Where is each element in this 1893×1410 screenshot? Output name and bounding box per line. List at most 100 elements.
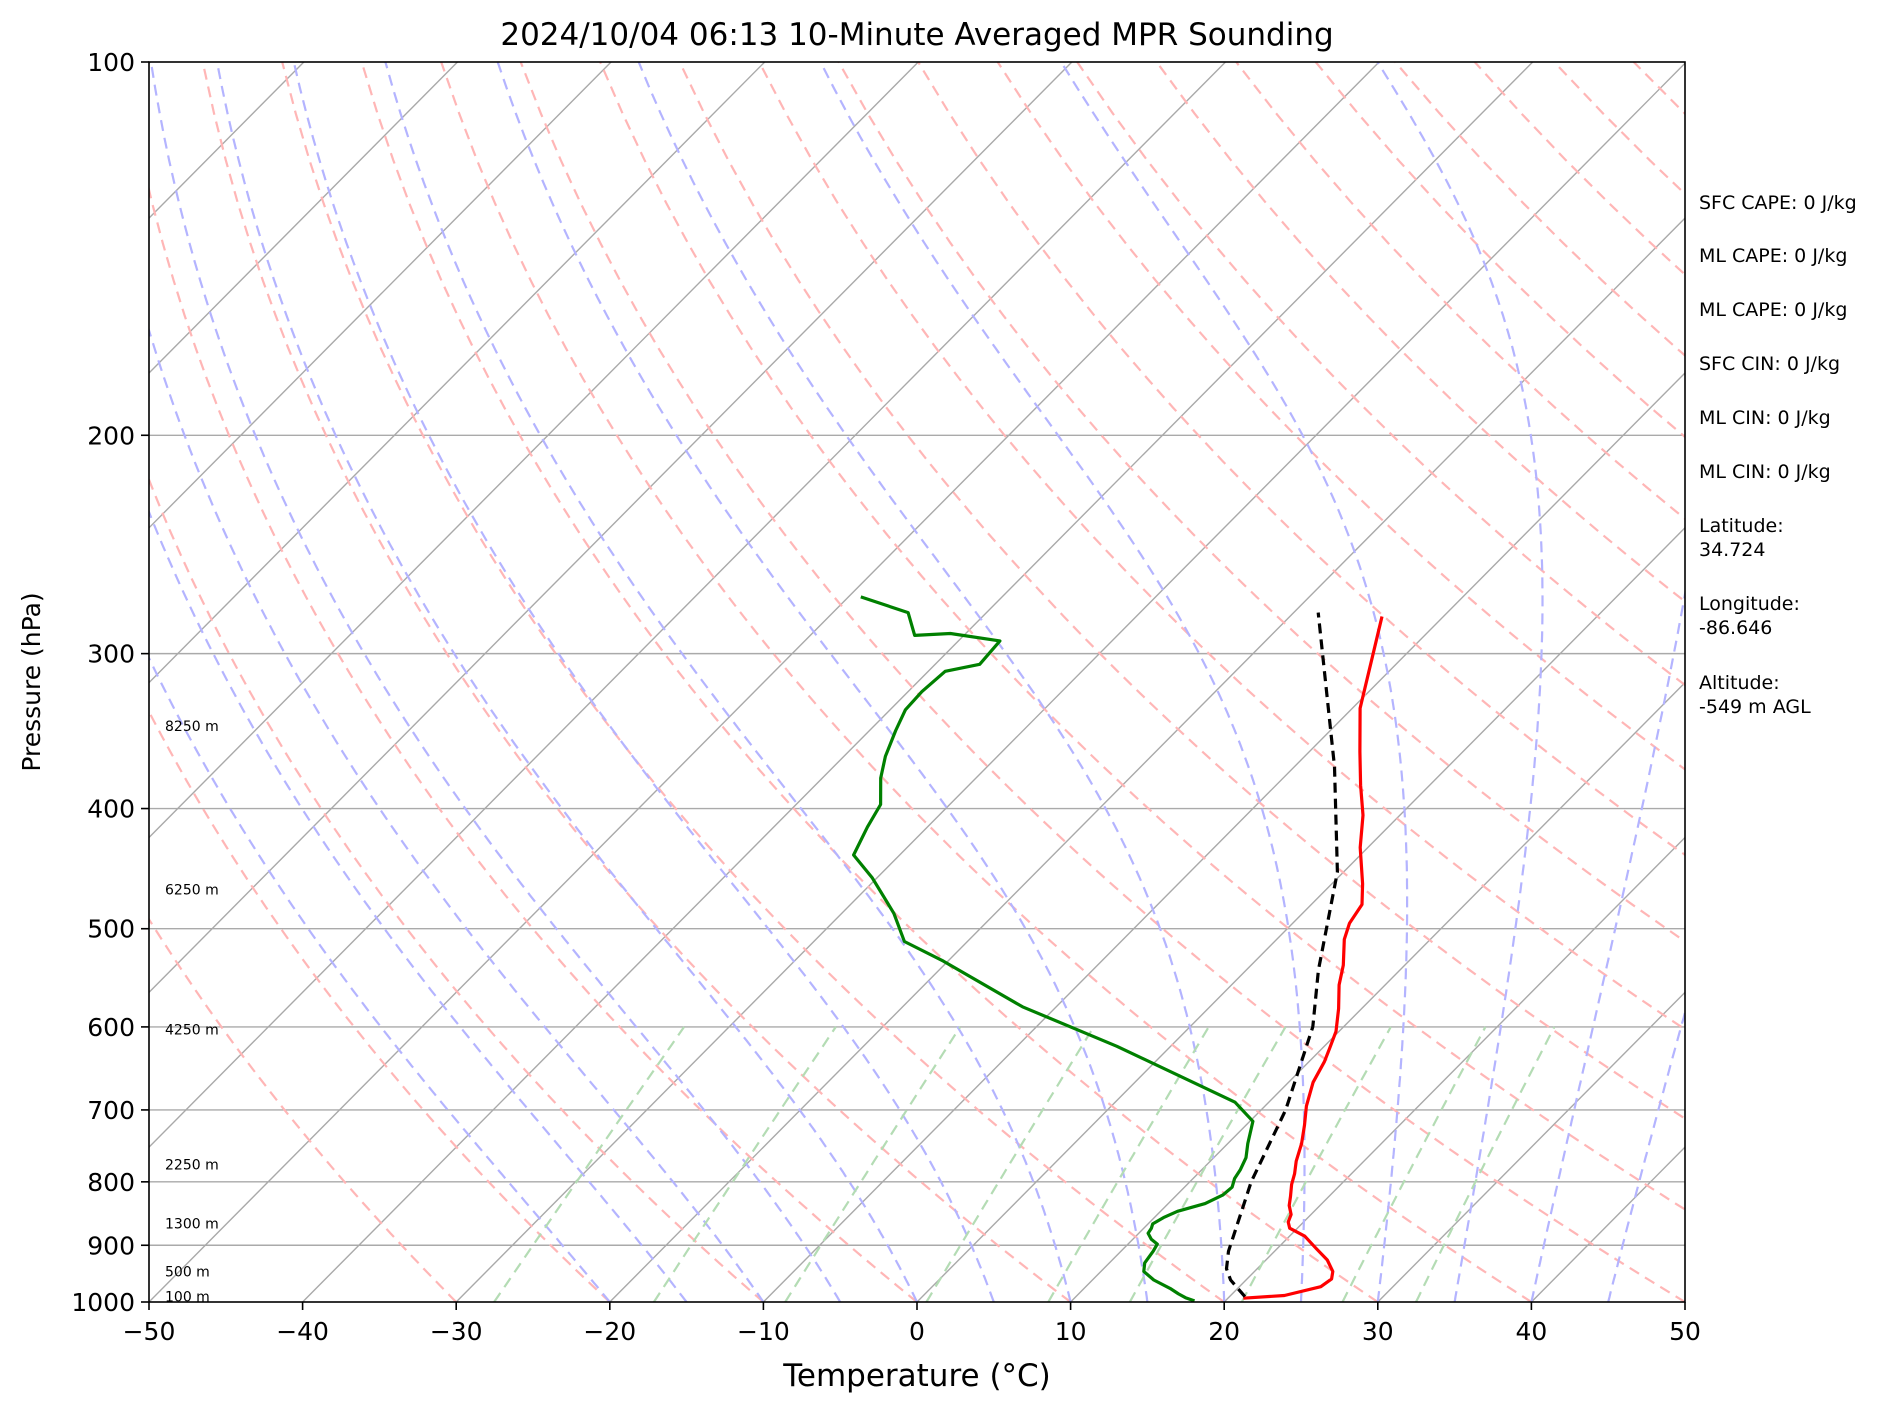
isotherm-line	[916, 526, 1685, 1302]
isotherm-line	[149, 62, 458, 374]
moist-adiabat-line	[149, 509, 688, 1302]
mixing-ratio-line	[1341, 1026, 1487, 1302]
stats-annotation: -549 m AGL	[1699, 696, 1811, 718]
y-axis-label: Pressure (hPa)	[17, 592, 46, 771]
dry-adiabat-line	[678, 62, 1685, 1120]
x-tick-label: −50	[123, 1317, 176, 1346]
moist-adiabat-line	[1060, 62, 1409, 1302]
chart-title: 2024/10/04 06:13 10-Minute Averaged MPR …	[500, 17, 1333, 53]
dry-adiabat-line	[149, 476, 765, 1302]
x-tick-label: 40	[1515, 1317, 1547, 1346]
isotherm-line	[762, 371, 1685, 1302]
stats-annotation: ML CAPE: 0 J/kg	[1699, 299, 1847, 321]
dry-adiabat-line	[149, 185, 918, 1302]
moist-adiabat-line	[215, 62, 918, 1302]
dry-adiabat-line	[149, 917, 457, 1302]
isotherm-line	[149, 62, 612, 529]
stats-annotation: -86.646	[1699, 617, 1772, 639]
y-tick-label: 100	[87, 48, 135, 77]
y-tick-label: 600	[87, 1013, 135, 1042]
y-tick-label: 1000	[71, 1288, 135, 1317]
x-tick-label: 20	[1208, 1317, 1240, 1346]
stats-annotation: ML CAPE: 0 J/kg	[1699, 245, 1847, 267]
isotherm-line	[455, 62, 1685, 1302]
isotherm-line	[609, 217, 1685, 1302]
stats-annotation: 34.724	[1699, 539, 1765, 561]
dry-adiabat-line	[519, 62, 1685, 1302]
isotherm-line	[1377, 991, 1685, 1302]
x-tick-label: −30	[430, 1317, 483, 1346]
x-tick-label: −20	[583, 1317, 636, 1346]
moist-adiabat-line	[637, 62, 1226, 1302]
dewpoint-profile-line	[851, 595, 1255, 1302]
moist-adiabat-line	[496, 62, 1149, 1302]
y-tick-label: 900	[87, 1231, 135, 1260]
stats-annotation: SFC CAPE: 0 J/kg	[1699, 192, 1857, 214]
dry-adiabat-line	[1076, 62, 1685, 687]
height-label: 4250 m	[165, 1023, 219, 1039]
moist-adiabat-line	[149, 62, 842, 1302]
mixing-ratio-line	[925, 1026, 1095, 1302]
x-tick-label: −10	[737, 1317, 790, 1346]
dry-adiabat-line	[149, 709, 611, 1302]
mixing-ratio-line	[1240, 1026, 1392, 1302]
mixing-ratio-line	[1047, 1026, 1210, 1302]
y-tick-label: 800	[87, 1168, 135, 1197]
isotherm-line	[149, 62, 919, 839]
x-tick-label: 0	[909, 1317, 925, 1346]
height-label: 500 m	[165, 1265, 210, 1281]
moist-adiabat-line	[1607, 1008, 1685, 1302]
moist-adiabat-line	[384, 62, 1072, 1302]
y-tick-label: 400	[87, 795, 135, 824]
stats-annotation: Longitude:	[1699, 593, 1800, 615]
dry-adiabat-line	[996, 62, 1685, 771]
mixing-ratio-line	[1415, 1026, 1556, 1302]
x-tick-label: 30	[1362, 1317, 1394, 1346]
dry-adiabat-line	[758, 62, 1685, 1031]
dry-adiabat-line	[281, 62, 1225, 1302]
moist-adiabat-line	[149, 326, 765, 1302]
moist-adiabat-line	[1530, 587, 1685, 1302]
mixing-ratio-line	[1128, 1026, 1287, 1302]
temperature-profile-line	[1243, 616, 1384, 1300]
moist-adiabat-line	[149, 655, 611, 1302]
height-label: 6250 m	[165, 883, 219, 899]
mixing-ratio-line	[652, 1026, 837, 1302]
height-label: 100 m	[165, 1290, 210, 1306]
moist-adiabat-line	[292, 62, 995, 1302]
x-tick-label: 50	[1669, 1317, 1701, 1346]
height-label: 1300 m	[165, 1216, 219, 1232]
dry-adiabat-line	[440, 62, 1532, 1302]
x-tick-label: −40	[276, 1317, 329, 1346]
dry-adiabat-line	[837, 62, 1685, 943]
isotherm-line	[1070, 681, 1685, 1302]
stats-annotation: ML CIN: 0 J/kg	[1699, 407, 1831, 429]
dry-adiabat-line	[599, 62, 1685, 1211]
isotherm-line	[302, 62, 1534, 1302]
y-tick-label: 300	[87, 640, 135, 669]
parcel-profile-line	[1224, 612, 1340, 1298]
stats-annotation: Altitude:	[1699, 672, 1780, 694]
y-tick-label: 200	[87, 421, 135, 450]
moist-adiabat-line	[819, 62, 1306, 1302]
mixing-ratio-line	[784, 1026, 962, 1302]
isotherm-line	[149, 62, 1073, 994]
x-tick-label: 10	[1055, 1317, 1087, 1346]
stats-annotation: Latitude:	[1699, 515, 1784, 537]
moist-adiabat-line	[1376, 62, 1544, 1302]
stats-annotation: SFC CIN: 0 J/kg	[1699, 353, 1840, 375]
stats-annotation: ML CIN: 0 J/kg	[1699, 461, 1831, 483]
mixing-ratio-line	[493, 1026, 686, 1302]
y-tick-label: 700	[87, 1096, 135, 1125]
height-label: 8250 m	[165, 719, 219, 735]
isotherm-line	[1223, 836, 1685, 1302]
y-tick-label: 500	[87, 915, 135, 944]
height-label: 2250 m	[165, 1158, 219, 1174]
isotherm-line	[149, 62, 1380, 1302]
dry-adiabat-line	[201, 62, 1072, 1302]
isotherm-line	[149, 62, 1226, 1149]
x-axis-label: Temperature (°C)	[782, 1358, 1051, 1394]
dry-adiabat-line	[360, 62, 1379, 1302]
